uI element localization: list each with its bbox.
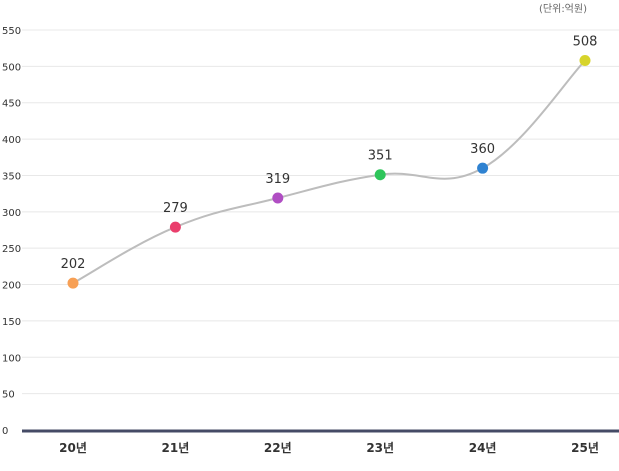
series-line — [72, 59, 586, 284]
data-label: 360 — [470, 142, 495, 157]
data-point — [272, 192, 284, 204]
unit-label: (단위:억원) — [539, 4, 587, 15]
x-tick-label: 23년 — [366, 441, 394, 455]
data-label: 351 — [368, 149, 393, 164]
x-tick-label: 22년 — [264, 441, 292, 455]
data-labels: 202 279 319 351 360 508 — [61, 35, 598, 273]
y-tick-label: 550 — [2, 26, 21, 37]
x-tick-label: 25년 — [571, 441, 599, 455]
y-tick-label: 350 — [2, 171, 21, 182]
series-line-path — [72, 59, 586, 284]
y-tick-label: 400 — [2, 135, 21, 146]
data-label: 508 — [573, 35, 598, 50]
data-label: 279 — [163, 201, 188, 216]
x-tick-label: 21년 — [162, 441, 190, 455]
data-point — [67, 277, 79, 289]
y-tick-label: 100 — [2, 353, 21, 364]
y-tick-label: 450 — [2, 99, 21, 110]
y-axis-ticks: 0 50 100 150 200 250 300 350 400 450 500 550 — [2, 26, 21, 437]
x-tick-label: 24년 — [469, 441, 497, 455]
y-tick-label: 300 — [2, 208, 21, 219]
y-tick-label: 0 — [2, 426, 8, 437]
data-label: 319 — [265, 172, 290, 187]
y-tick-label: 50 — [2, 390, 15, 401]
y-tick-label: 250 — [2, 244, 21, 255]
data-point — [579, 55, 591, 67]
data-points — [67, 55, 591, 289]
data-point — [374, 169, 386, 181]
data-point — [477, 162, 489, 174]
y-tick-label: 500 — [2, 62, 21, 73]
y-tick-label: 150 — [2, 317, 21, 328]
y-tick-label: 200 — [2, 281, 21, 292]
x-tick-label: 20년 — [59, 441, 87, 455]
data-label: 202 — [61, 257, 86, 272]
data-point — [169, 221, 181, 233]
grid-lines — [22, 29, 619, 395]
x-axis-ticks: 20년 21년 22년 23년 24년 25년 — [59, 441, 599, 455]
